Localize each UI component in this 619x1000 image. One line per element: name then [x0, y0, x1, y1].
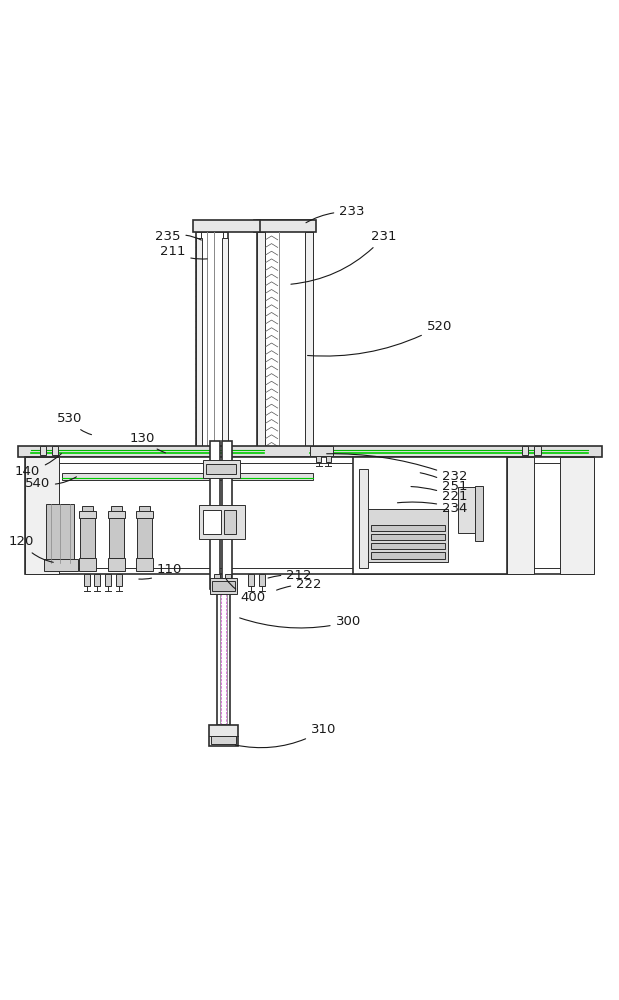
Bar	[196, 232, 228, 528]
Bar	[111, 506, 122, 511]
Bar	[84, 574, 90, 586]
Bar	[136, 511, 154, 518]
Bar	[457, 487, 475, 533]
Bar	[44, 559, 77, 571]
Bar	[46, 504, 74, 563]
Bar	[214, 574, 220, 586]
Bar	[368, 509, 448, 562]
Text: 251: 251	[420, 473, 467, 493]
Bar	[371, 552, 445, 559]
Text: 233: 233	[306, 205, 365, 223]
Text: 235: 235	[155, 230, 201, 243]
Text: 540: 540	[25, 477, 76, 490]
Text: 120: 120	[9, 535, 53, 562]
Bar	[371, 534, 445, 540]
Bar	[109, 518, 124, 558]
Bar	[258, 232, 266, 528]
Text: 300: 300	[240, 615, 361, 628]
Bar	[193, 220, 261, 232]
Bar	[222, 238, 228, 528]
Bar	[80, 518, 95, 558]
Bar	[217, 579, 230, 725]
Bar	[94, 574, 100, 586]
Bar	[62, 473, 313, 480]
Bar	[210, 578, 237, 594]
Bar	[225, 574, 231, 586]
Bar	[359, 469, 368, 568]
Text: 211: 211	[160, 245, 207, 259]
Text: 234: 234	[397, 502, 467, 515]
Bar	[254, 220, 316, 232]
Text: 530: 530	[57, 412, 92, 435]
Text: 221: 221	[411, 487, 467, 503]
Bar	[25, 457, 594, 574]
Bar	[210, 441, 220, 589]
Bar	[475, 486, 483, 541]
Text: 520: 520	[308, 320, 452, 356]
Bar	[223, 510, 236, 534]
Bar	[40, 446, 46, 455]
Text: 130: 130	[129, 432, 165, 453]
Text: 231: 231	[291, 230, 397, 284]
Bar	[108, 511, 125, 518]
Bar	[222, 441, 232, 589]
Bar	[25, 457, 59, 574]
Text: 140: 140	[15, 454, 61, 478]
Text: 212: 212	[268, 569, 312, 582]
Text: 110: 110	[139, 563, 183, 579]
Bar	[79, 511, 96, 518]
Bar	[371, 525, 445, 531]
Bar	[82, 506, 93, 511]
Text: 222: 222	[277, 578, 322, 591]
Bar	[212, 581, 235, 591]
Bar	[248, 574, 254, 586]
Bar	[139, 506, 150, 511]
Text: 400: 400	[227, 579, 266, 604]
Bar	[202, 510, 221, 534]
Bar	[137, 518, 152, 558]
Bar	[108, 558, 125, 571]
Bar	[196, 238, 202, 528]
Bar	[18, 446, 602, 457]
Bar	[326, 456, 331, 462]
Text: 310: 310	[235, 723, 336, 748]
Text: 232: 232	[327, 454, 467, 483]
Bar	[202, 460, 240, 478]
Bar	[371, 543, 445, 549]
Bar	[211, 736, 236, 744]
Bar	[209, 725, 238, 746]
Bar	[316, 456, 321, 462]
Bar	[79, 558, 96, 571]
Bar	[310, 446, 333, 456]
Bar	[507, 457, 534, 574]
Bar	[53, 446, 58, 455]
Bar	[258, 220, 313, 528]
Bar	[259, 574, 266, 586]
Bar	[105, 574, 111, 586]
Bar	[305, 232, 313, 528]
Bar	[522, 446, 529, 455]
Bar	[534, 446, 540, 455]
Bar	[353, 457, 507, 574]
Bar	[136, 558, 154, 571]
Bar	[199, 505, 245, 539]
Bar	[116, 574, 122, 586]
Bar	[560, 457, 594, 574]
Bar	[206, 464, 236, 474]
